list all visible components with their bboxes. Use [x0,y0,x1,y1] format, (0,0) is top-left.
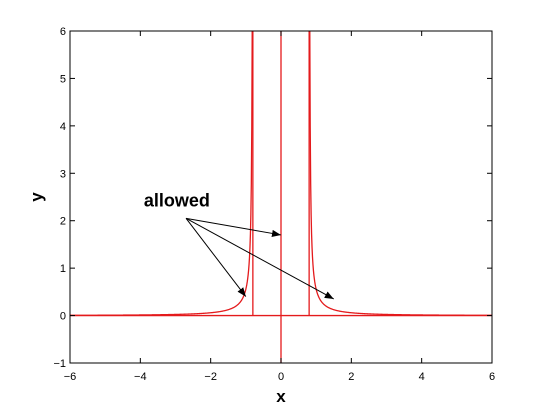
annotation-arrow [185,217,334,300]
x-axis-label: x [276,387,286,406]
x-tick-label: −4 [134,371,147,383]
x-tick-label: −6 [64,371,77,383]
y-tick-label: 4 [60,121,66,133]
tick-layer: −6 −4 −2 0 2 4 6 −1 0 1 2 3 4 5 6 [53,26,495,383]
x-tick-label: −2 [204,371,217,383]
y-axis-label: y [27,192,46,202]
annotation-arrow [185,217,282,237]
series-layer [70,31,492,363]
y-tick-label: 0 [60,311,66,323]
x-tick-label: 0 [278,371,284,383]
annotation-label: allowed [144,190,210,210]
annotation-layer: allowed [144,190,334,300]
annotation-arrow [185,218,247,297]
y-tick-label: 2 [60,216,66,228]
x-tick-label: 4 [419,371,425,383]
y-tick-label: −1 [53,358,66,370]
x-tick-label: 2 [348,371,354,383]
y-tick-label: 6 [60,26,66,38]
x-tick-label: 6 [489,371,495,383]
y-tick-label: 5 [60,73,66,85]
y-tick-label: 1 [60,263,66,275]
y-tick-label: 3 [60,168,66,180]
